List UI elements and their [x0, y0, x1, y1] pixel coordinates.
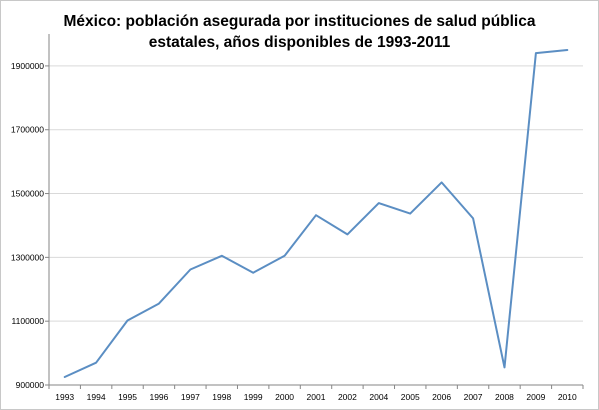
chart-title: México: población asegurada por instituc…: [1, 11, 598, 53]
data-point-1993: [64, 376, 66, 378]
data-point-2000: [284, 255, 286, 257]
x-tick-label-2005: 2005: [401, 392, 420, 402]
data-point-1999: [252, 272, 254, 274]
x-tick-label-2004: 2004: [369, 392, 388, 402]
x-tick-label-2009: 2009: [526, 392, 545, 402]
chart-title-line-1: México: población asegurada por instituc…: [63, 13, 536, 30]
x-tick-label-2010: 2010: [558, 392, 577, 402]
series-line-0: [63, 49, 569, 378]
x-tick-label-1993: 1993: [55, 392, 74, 402]
data-point-1997: [189, 268, 191, 270]
y-tick-label-1700000: 1700000: [11, 125, 44, 135]
data-point-2004: [378, 202, 380, 204]
x-tick-label-1995: 1995: [118, 392, 137, 402]
chart-title-line-2: estatales, años disponibles de 1993-2011: [148, 34, 451, 51]
x-tick-label-2000: 2000: [275, 392, 294, 402]
x-tick-label-2001: 2001: [307, 392, 326, 402]
x-tick-label-2008: 2008: [495, 392, 514, 402]
x-tick-label-1999: 1999: [244, 392, 263, 402]
x-tick-label-1998: 1998: [212, 392, 231, 402]
x-tick-label-2002: 2002: [338, 392, 357, 402]
y-tick-label-1500000: 1500000: [11, 189, 44, 199]
data-point-2010: [566, 49, 568, 51]
data-point-2009: [535, 52, 537, 54]
x-tick-label-2006: 2006: [432, 392, 451, 402]
data-point-2001: [315, 214, 317, 216]
data-point-1996: [158, 303, 160, 305]
data-point-1995: [127, 320, 129, 322]
data-point-2005: [409, 213, 411, 215]
data-point-2008: [503, 366, 505, 368]
x-tick-label-1994: 1994: [87, 392, 106, 402]
data-point-1998: [221, 255, 223, 257]
x-tick-label-1997: 1997: [181, 392, 200, 402]
x-tick-label-2007: 2007: [464, 392, 483, 402]
x-tick-label-1996: 1996: [149, 392, 168, 402]
data-point-2007: [472, 217, 474, 219]
y-tick-label-1300000: 1300000: [11, 252, 44, 262]
data-point-1994: [95, 362, 97, 364]
data-point-2006: [441, 181, 443, 183]
y-tick-label-900000: 900000: [16, 380, 45, 390]
y-tick-label-1900000: 1900000: [11, 61, 44, 71]
data-point-2002: [346, 233, 348, 235]
y-tick-label-1100000: 1100000: [12, 316, 45, 326]
